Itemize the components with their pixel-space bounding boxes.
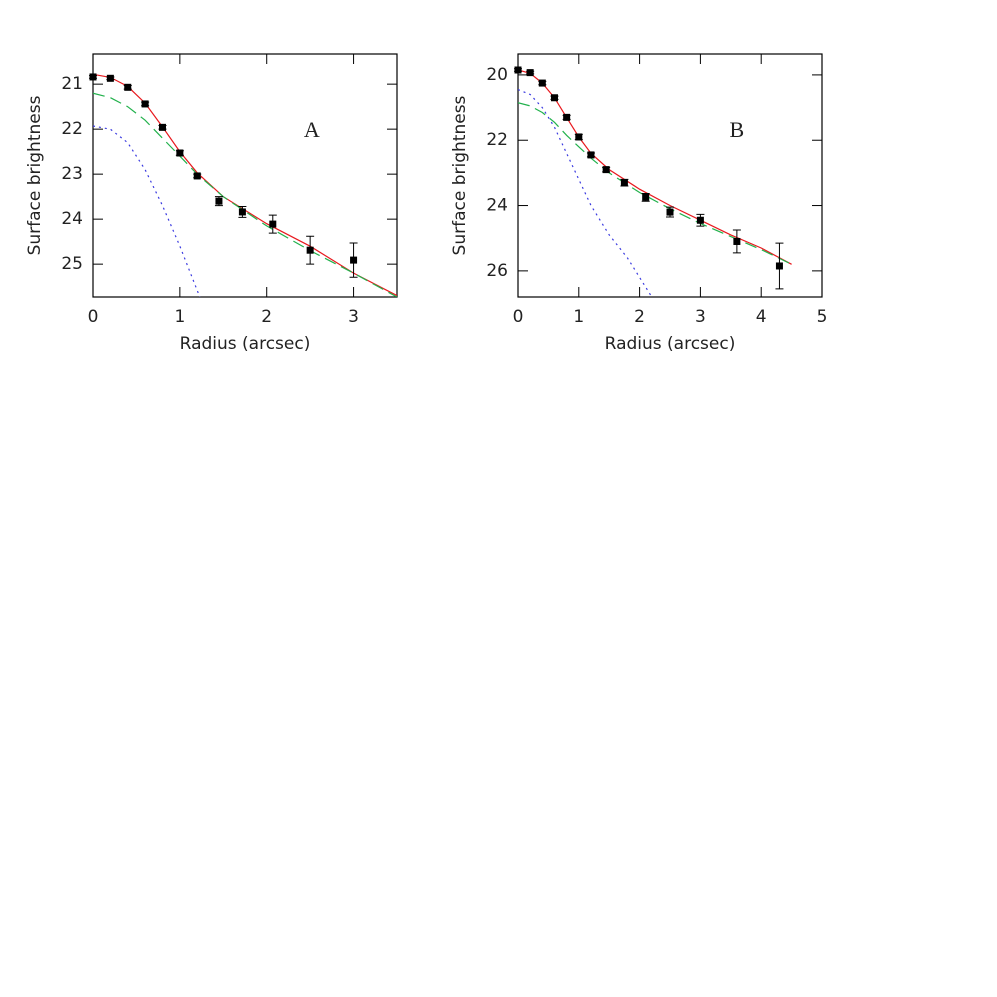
data-point [526, 69, 534, 77]
data-point [514, 66, 522, 74]
y-tick-label: 22 [486, 130, 508, 150]
model-curve [518, 89, 653, 297]
x-tick-label: 2 [634, 307, 645, 327]
data-point [666, 208, 674, 216]
x-axis-label: Radius (arcsec) [180, 334, 311, 354]
data-point [124, 83, 132, 91]
data-point [696, 216, 704, 224]
model-curve [93, 92, 397, 297]
data-point [158, 123, 166, 131]
data-point [620, 179, 628, 187]
x-tick-label: 3 [348, 307, 359, 327]
y-tick-label: 24 [61, 209, 83, 229]
data-point [642, 193, 650, 201]
data-point [193, 172, 201, 180]
data-point [141, 100, 149, 108]
data-point [238, 208, 246, 216]
data-point [215, 197, 223, 205]
y-tick-label: 20 [486, 65, 508, 85]
y-tick-label: 24 [486, 196, 508, 216]
data-point [176, 149, 184, 157]
data-point [306, 246, 314, 254]
x-tick-label: 1 [174, 307, 185, 327]
y-axis-label: Surface brightness [25, 95, 45, 255]
y-tick-label: 26 [486, 261, 508, 281]
data-point [538, 79, 546, 87]
model-curve [93, 125, 201, 297]
model-curve [518, 102, 792, 265]
data-point [587, 151, 595, 159]
data-point [775, 262, 783, 270]
y-axis-label: Surface brightness [450, 95, 470, 255]
y-tick-label: 21 [61, 74, 83, 94]
model-curve [518, 69, 792, 265]
panel: 0 1 2 3 4 5 20 22 24 26 Radius (arcsec) Surface bri… [450, 53, 828, 354]
x-tick-label: 0 [88, 307, 99, 327]
x-axis-label: Radius (arcsec) [605, 334, 736, 354]
panel-label: A [304, 117, 320, 142]
data-point [89, 73, 97, 81]
y-tick-label: 23 [61, 164, 83, 184]
plot-frame [92, 53, 398, 298]
x-tick-label: 4 [756, 307, 767, 327]
data-point [550, 94, 558, 102]
data-point [563, 113, 571, 121]
data-point [269, 220, 277, 228]
panel-label: B [730, 117, 745, 142]
data-point [602, 166, 610, 174]
y-tick-label: 25 [61, 254, 83, 274]
data-point [733, 237, 741, 245]
x-tick-label: 3 [695, 307, 706, 327]
y-tick-label: 22 [61, 119, 83, 139]
x-tick-label: 1 [573, 307, 584, 327]
x-tick-label: 5 [817, 307, 828, 327]
data-point [575, 133, 583, 141]
plot-frame [517, 53, 823, 298]
x-tick-label: 2 [261, 307, 272, 327]
data-point [350, 256, 358, 264]
data-point [106, 74, 114, 82]
x-tick-label: 0 [513, 307, 524, 327]
